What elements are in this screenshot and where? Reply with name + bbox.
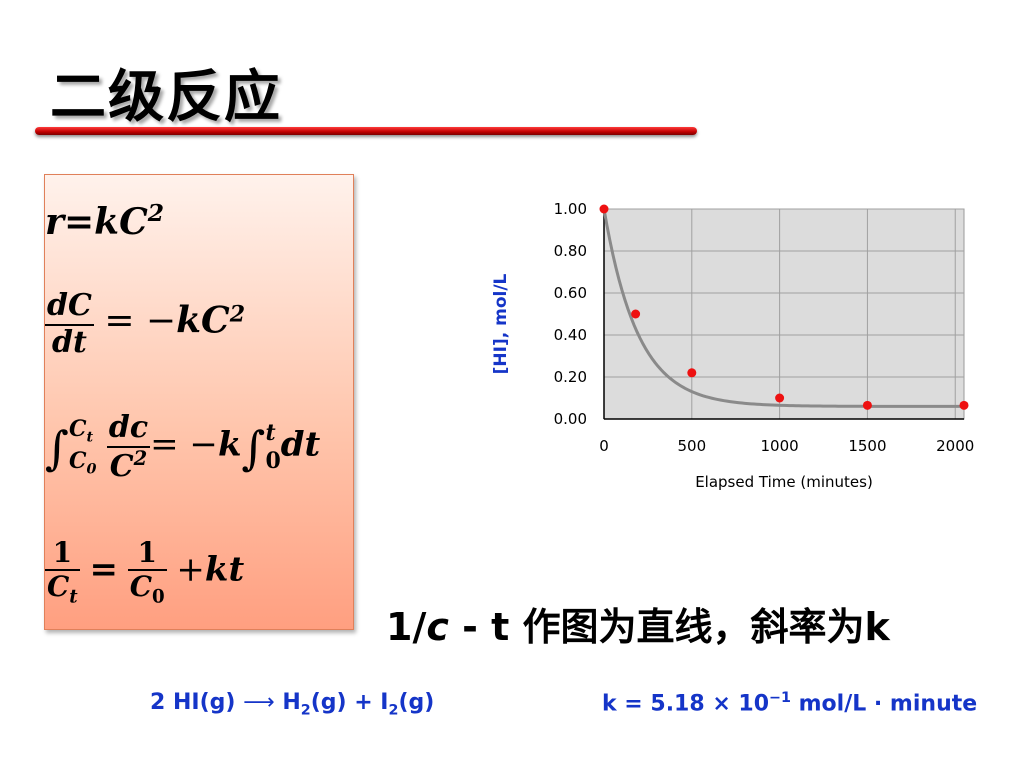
reaction-i-sub: 2 — [388, 702, 399, 719]
statement-dash: - — [448, 605, 492, 649]
dc-c2-fraction: dc C2 — [106, 410, 151, 484]
formula-plus: + — [176, 549, 205, 590]
x-tick-label: 2000 — [936, 437, 974, 455]
fraction-numerator: 1 — [45, 536, 80, 572]
fraction-denominator: dt — [52, 324, 87, 360]
lower-limit-sub: 0 — [86, 460, 97, 477]
formula-equals-minus: = − — [150, 424, 218, 465]
rate-constant: k = 5.18 × 10−1 mol/L · minute — [602, 690, 977, 716]
integral-formula: ∫ Ct C0 dc C2 = −k∫ t 0 dt — [45, 410, 321, 484]
y-tick-label: 0.40 — [554, 326, 587, 344]
fraction-denominator: C — [129, 570, 152, 604]
formula-c: C — [201, 299, 230, 342]
fraction-denominator: C — [109, 448, 134, 484]
fraction-denominator: C — [47, 570, 70, 604]
reaction-h-rest: (g) + I — [310, 690, 389, 715]
fraction-numerator: dc — [106, 410, 151, 448]
reaction-i-rest: (g) — [398, 690, 435, 715]
x-tick-label: 0 — [599, 437, 609, 455]
reaction-arrow: ⟶ — [243, 690, 275, 715]
differential-formula: dC dt = −kC2 — [45, 288, 246, 360]
reaction-lhs: 2 HI(g) — [150, 690, 236, 715]
lower-limit: 0 — [265, 447, 281, 474]
formula-k: k — [217, 424, 242, 465]
rate-constant-unit: mol/L · minute — [790, 691, 978, 717]
integral-limits: Ct C0 — [69, 416, 96, 479]
statement-c: c — [426, 605, 449, 649]
slide-title: 二级反应 — [50, 64, 282, 130]
integral-sign: ∫ — [45, 420, 69, 475]
upper-limit-sub: t — [86, 429, 94, 446]
x-tick-label: 500 — [677, 437, 706, 455]
rate-law-formula: r=kC2 — [45, 199, 164, 243]
y-tick-label: 0.80 — [554, 242, 587, 260]
dc-dt-fraction: dC dt — [45, 288, 94, 360]
reaction-h: H — [282, 690, 301, 715]
formula-equals-minus: = − — [104, 300, 177, 342]
integral-sign: ∫ — [241, 420, 266, 475]
one-over-ct-fraction: 1 Ct — [45, 536, 80, 609]
y-tick-label: 0.60 — [554, 284, 587, 302]
plot-statement: 1/c - t 作图为直线，斜率为k — [386, 596, 890, 651]
upper-limit: C — [68, 416, 87, 443]
denominator-sub: 0 — [152, 586, 165, 608]
reaction-equation: 2 HI(g) ⟶ H2(g) + I2(g) — [150, 690, 434, 718]
chart-svg: 0.00 0.20 0.40 0.60 0.80 1.00 0 500 1000 1500 2000… — [491, 200, 974, 491]
data-point — [631, 309, 641, 319]
y-tick-label: 0.20 — [554, 368, 587, 386]
decay-curve — [602, 208, 965, 408]
formula-equals: = — [63, 201, 95, 243]
denominator-sub: t — [69, 586, 78, 608]
x-tick-label: 1500 — [848, 437, 886, 455]
x-axis-label: Elapsed Time (minutes) — [695, 473, 873, 491]
rate-constant-exponent: −1 — [769, 690, 791, 706]
y-axis-label: [HI], mol/L — [491, 273, 511, 374]
rate-constant-prefix: k = 5.18 × 10 — [602, 691, 770, 717]
formula-exponent: 2 — [147, 199, 165, 227]
statement-k: k — [864, 605, 890, 649]
formula-k: k — [176, 299, 202, 342]
one-over-c0-fraction: 1 C0 — [127, 536, 167, 609]
data-point — [959, 400, 969, 410]
fraction-numerator: 1 — [127, 536, 167, 572]
formula-kt: kt — [204, 549, 245, 590]
statement-one-over: 1/ — [386, 605, 427, 649]
formula-r: r — [45, 201, 64, 243]
title-underline — [35, 127, 697, 135]
data-point — [599, 204, 609, 214]
lower-limit: C — [68, 447, 87, 474]
statement-text: 作图为直线，斜率为 — [509, 605, 865, 649]
formula-equals: = — [89, 549, 118, 590]
denominator-exponent: 2 — [133, 446, 148, 470]
y-tick-label: 0.00 — [554, 410, 587, 428]
x-tick-label: 1000 — [761, 437, 799, 455]
formula-k: k — [94, 201, 120, 243]
concentration-chart: 0.00 0.20 0.40 0.60 0.80 1.00 0 500 1000 1500 2000… — [476, 196, 986, 496]
integrated-rate-law: 1 Ct = 1 C0 +kt — [45, 536, 245, 609]
plot-area — [603, 208, 965, 420]
statement-t: t — [491, 605, 510, 649]
formula-exponent: 2 — [229, 301, 246, 328]
data-point — [862, 400, 872, 410]
upper-limit: t — [265, 420, 276, 446]
fraction-numerator: dC — [45, 288, 94, 326]
data-point — [687, 368, 697, 378]
formula-c: C — [119, 201, 148, 243]
reaction-h-sub: 2 — [300, 702, 311, 719]
y-tick-label: 1.00 — [554, 200, 587, 218]
formula-dt: dt — [280, 424, 321, 465]
data-point — [775, 393, 785, 403]
